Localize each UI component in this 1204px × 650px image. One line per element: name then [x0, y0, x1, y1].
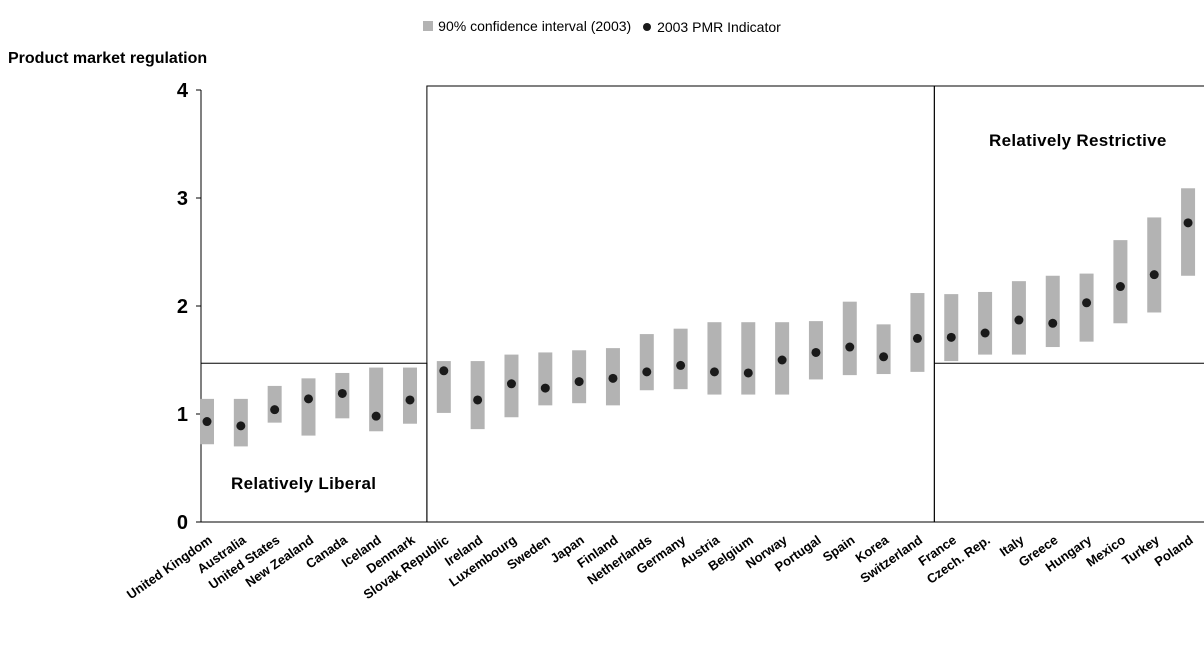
- ci-bar: [436, 361, 451, 413]
- pmr-point: [506, 379, 516, 389]
- y-tick-label: 4: [177, 80, 189, 102]
- pmr-point: [337, 388, 347, 398]
- pmr-point: [236, 421, 246, 431]
- pmr-point: [270, 405, 280, 415]
- ci-bar: [741, 322, 756, 395]
- ci-bar: [267, 385, 282, 423]
- pmr-point: [303, 394, 313, 404]
- ci-bar: [876, 324, 891, 375]
- pmr-point: [1082, 298, 1092, 308]
- y-axis-label: Product market regulation: [8, 50, 208, 67]
- pmr-point: [405, 395, 415, 405]
- ci-bar: [910, 293, 925, 372]
- pmr-point: [1048, 318, 1058, 328]
- x-tick-label: Mexico: [1083, 532, 1128, 570]
- pmr-point: [574, 377, 584, 387]
- ci-bar: [1147, 217, 1162, 313]
- pmr-point: [845, 342, 855, 352]
- ci-bar: [673, 328, 688, 390]
- y-tick-label: 2: [177, 296, 188, 318]
- pmr-point: [1149, 270, 1159, 280]
- pmr-point: [642, 367, 652, 377]
- pmr-point: [608, 373, 618, 383]
- pmr-point: [1183, 218, 1193, 228]
- ci-bar: [944, 294, 959, 362]
- legend-dot-swatch: [643, 23, 652, 31]
- ci-bar: [639, 334, 654, 391]
- ci-bar: [1181, 188, 1196, 276]
- ci-bar: [978, 291, 993, 355]
- pmr-point: [743, 368, 753, 378]
- pmr-point: [912, 333, 922, 343]
- region-box-middle: [426, 85, 935, 523]
- pmr-point: [439, 366, 449, 376]
- ci-bar: [572, 350, 587, 404]
- ci-bar: [842, 301, 857, 376]
- region-label-liberal: Relatively Liberal: [231, 474, 377, 493]
- pmr-point: [473, 395, 483, 405]
- ci-bar: [470, 361, 485, 430]
- pmr-point: [946, 332, 956, 342]
- region-label-restrictive: Relatively Restrictive: [989, 131, 1167, 150]
- ci-bar: [1113, 240, 1128, 324]
- pmr-point: [709, 367, 719, 377]
- pmr-point: [1115, 282, 1125, 292]
- pmr-point: [1014, 315, 1024, 325]
- pmr-point: [676, 360, 686, 370]
- ci-bar: [1045, 275, 1060, 348]
- pmr-point: [202, 417, 212, 427]
- y-tick-label: 3: [177, 188, 188, 210]
- pmr-point: [371, 411, 381, 421]
- legend: 90% confidence interval (2003) 2003 PMR …: [0, 18, 1204, 35]
- ci-bar: [538, 352, 553, 406]
- legend-item-confidence-interval: 90% confidence interval (2003): [423, 18, 631, 34]
- y-tick-label: 0: [177, 512, 188, 534]
- ci-bar: [707, 322, 722, 395]
- legend-label-pmr-indicator: 2003 PMR Indicator: [657, 19, 781, 35]
- legend-item-pmr-indicator: 2003 PMR Indicator: [643, 19, 781, 35]
- legend-bar-swatch: [423, 21, 434, 31]
- pmr-point: [811, 347, 821, 357]
- ci-bar: [369, 367, 384, 432]
- x-tick-label: Poland: [1152, 532, 1196, 569]
- y-tick-label: 1: [177, 404, 188, 426]
- ci-bar: [301, 378, 316, 436]
- ci-bar: [1079, 273, 1094, 342]
- legend-label-confidence-interval: 90% confidence interval (2003): [438, 18, 632, 34]
- pmr-point: [777, 355, 787, 365]
- pmr-point: [540, 383, 550, 393]
- pmr-point: [980, 328, 990, 338]
- x-tick-label: Spain: [820, 532, 858, 565]
- pmr-point: [879, 352, 889, 362]
